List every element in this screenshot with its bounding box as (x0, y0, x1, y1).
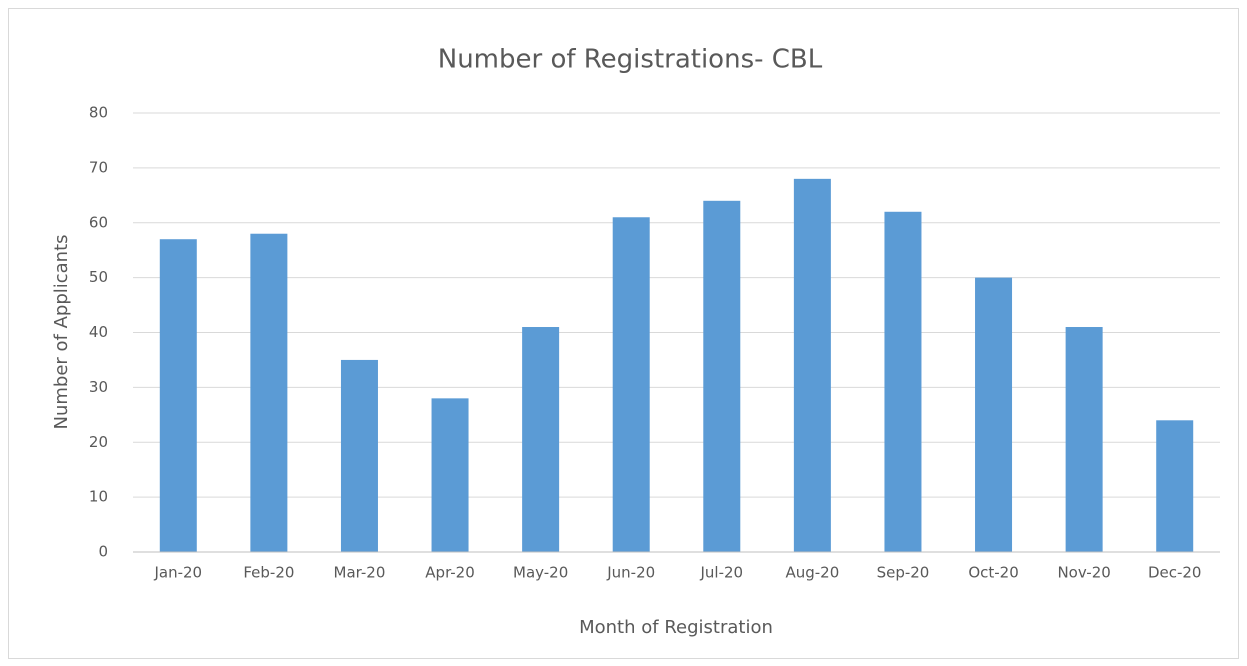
x-tick-label: Feb-20 (243, 564, 294, 582)
x-tick-label: Oct-20 (968, 564, 1018, 582)
x-tick-label: Jul-20 (699, 564, 743, 582)
bar (975, 277, 1013, 552)
bar (884, 211, 922, 552)
bar (522, 327, 560, 552)
y-tick-label: 30 (89, 378, 108, 396)
x-tick-label: Jun-20 (606, 564, 655, 582)
x-tick-label: Dec-20 (1148, 564, 1202, 582)
bar (431, 398, 469, 552)
y-tick-label: 60 (89, 213, 108, 231)
y-axis-label: Number of Applicants (51, 234, 72, 429)
x-axis-label: Month of Registration (579, 617, 773, 638)
bar (1065, 327, 1103, 552)
x-tick-label: Mar-20 (334, 564, 386, 582)
y-tick-label: 80 (89, 104, 108, 122)
y-tick-label: 10 (89, 488, 108, 506)
bar (250, 233, 288, 552)
y-tick-label: 20 (89, 433, 108, 451)
bar (793, 178, 831, 552)
x-tick-label: Nov-20 (1057, 564, 1110, 582)
bar (340, 359, 378, 552)
y-tick-label: 50 (89, 268, 108, 286)
x-tick-label: Sep-20 (877, 564, 930, 582)
x-tick-label: Jan-20 (153, 564, 202, 582)
y-tick-label: 0 (98, 543, 108, 561)
x-tick-label: May-20 (513, 564, 568, 582)
x-tick-label: Aug-20 (785, 564, 839, 582)
x-tick-label: Apr-20 (425, 564, 475, 582)
chart-title: Number of Registrations- CBL (438, 45, 823, 75)
bar (612, 217, 650, 552)
bar (1156, 420, 1194, 552)
y-tick-label: 40 (89, 323, 108, 341)
bar (703, 200, 741, 553)
bar (159, 239, 197, 552)
y-tick-label: 70 (89, 158, 108, 176)
